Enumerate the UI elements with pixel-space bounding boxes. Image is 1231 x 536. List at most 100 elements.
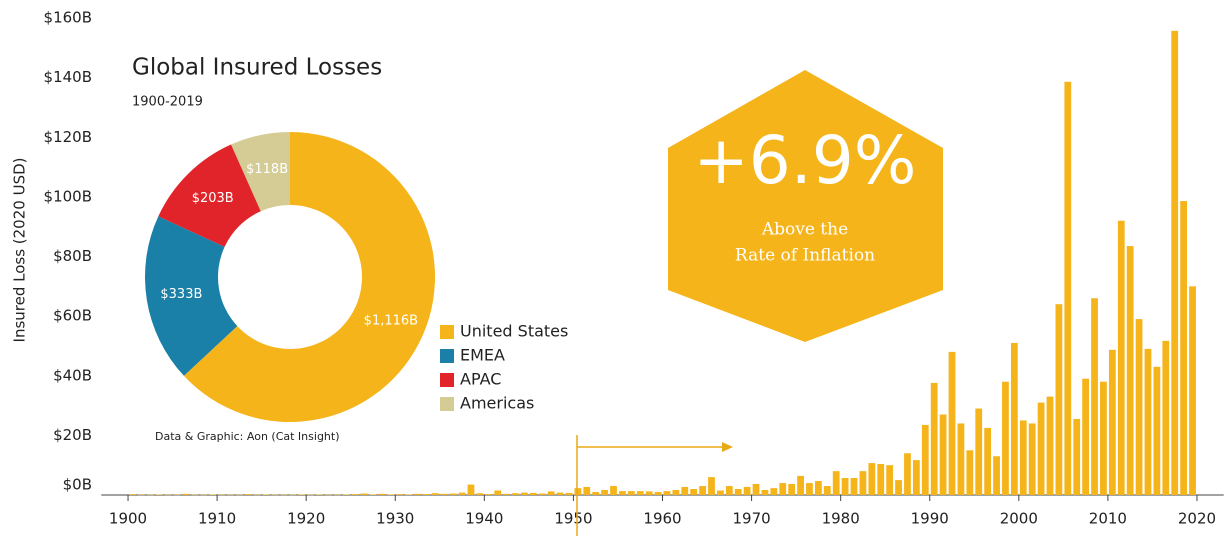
bar (1082, 378, 1090, 495)
bar (1064, 81, 1072, 495)
x-tick-label: 1990 (911, 510, 949, 528)
bar (788, 483, 796, 495)
slice-label: $203B (192, 191, 234, 206)
bar (378, 493, 386, 495)
bar (1073, 418, 1081, 495)
legend-swatch (440, 349, 454, 363)
bar (921, 424, 929, 495)
bar (360, 493, 368, 495)
bar (512, 493, 519, 495)
slice-label: $333B (160, 287, 202, 302)
bar (610, 486, 617, 495)
x-tick-label: 1980 (822, 510, 860, 528)
y-tick-label: $100B (44, 187, 92, 205)
bar (859, 471, 867, 495)
y-tick-label: $40B (53, 366, 92, 384)
bar (681, 486, 689, 495)
bar (1037, 402, 1045, 495)
bar (663, 491, 671, 495)
y-tick-label: $20B (53, 426, 92, 444)
x-tick-label: 1930 (376, 510, 414, 528)
donut-slice (183, 132, 435, 423)
bar (1055, 304, 1063, 495)
bar (1171, 30, 1179, 496)
rate-caption: Above the (761, 220, 848, 240)
bar (734, 489, 742, 495)
arrow-head (722, 442, 733, 452)
slice-label: $118B (246, 162, 288, 177)
y-tick-label: $120B (44, 128, 92, 146)
bar (529, 492, 537, 495)
bar (699, 486, 706, 495)
bar (645, 491, 653, 495)
x-tick-label: 1910 (198, 510, 236, 528)
rate-annotation: +6.9% (694, 122, 917, 199)
bar (129, 494, 136, 495)
bar (975, 408, 983, 495)
y-tick-label: $60B (53, 307, 92, 325)
bar (832, 471, 840, 495)
legend-label: APAC (460, 370, 501, 389)
bar (886, 465, 894, 495)
x-tick-label: 1940 (465, 510, 503, 528)
bar (387, 494, 395, 495)
bar (565, 492, 573, 495)
bar (467, 484, 475, 495)
bar (1189, 286, 1196, 495)
bar (485, 494, 493, 495)
bar (182, 493, 190, 495)
bar (1100, 381, 1107, 495)
slice-label: $1,116B (364, 313, 418, 328)
legend-swatch (440, 373, 454, 387)
bar (351, 494, 359, 495)
bar (592, 492, 600, 495)
bar (627, 491, 635, 495)
bar (779, 483, 787, 495)
bar (1028, 423, 1036, 495)
bar (815, 480, 822, 495)
pie-subtitle: 1900-2019 (132, 95, 203, 110)
bar (993, 456, 1000, 495)
bar (431, 493, 439, 495)
bar (708, 477, 715, 495)
bar (725, 486, 733, 495)
bar (1180, 201, 1187, 495)
bar (797, 475, 804, 495)
bar (654, 492, 662, 495)
bar (895, 480, 902, 495)
bar (298, 494, 306, 495)
bar (601, 489, 608, 495)
bar (1002, 381, 1009, 495)
bar (209, 494, 217, 495)
bar (583, 486, 591, 495)
legend-label: United States (460, 322, 568, 341)
bar (262, 494, 270, 495)
bar (770, 488, 778, 495)
x-tick-label: 1970 (732, 510, 770, 528)
bar (761, 489, 769, 495)
x-tick-label: 2000 (1000, 510, 1038, 528)
bar (547, 491, 555, 495)
pie-title: Global Insured Losses (132, 55, 382, 81)
bar (823, 486, 831, 495)
bar (369, 494, 377, 495)
bar (619, 491, 626, 495)
bar (912, 460, 920, 495)
x-tick-label: 1960 (643, 510, 681, 528)
bar (494, 490, 502, 495)
bar (1153, 366, 1161, 495)
legend-swatch (440, 397, 454, 411)
x-tick-label: 1950 (554, 510, 592, 528)
bar (1162, 340, 1170, 495)
bar (948, 351, 956, 495)
bar (743, 486, 751, 495)
bar (1091, 298, 1098, 495)
source-note: Data & Graphic: Aon (Cat Insight) (155, 430, 340, 443)
bar (316, 494, 323, 495)
bar (405, 494, 413, 495)
bar (1046, 396, 1054, 495)
bar (717, 490, 724, 495)
bar (556, 492, 564, 495)
y-tick-label: $80B (53, 247, 92, 265)
